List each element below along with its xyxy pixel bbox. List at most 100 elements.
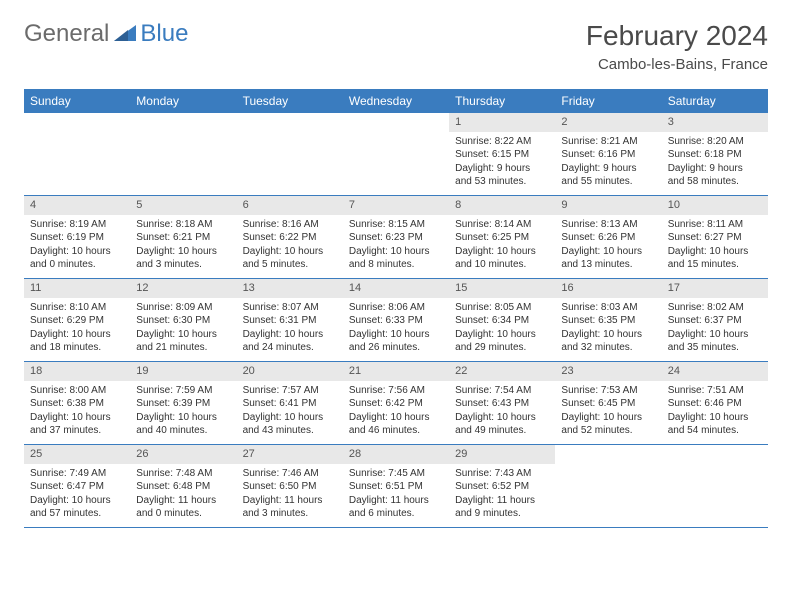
day-cell: 1Sunrise: 8:22 AMSunset: 6:15 PMDaylight… <box>449 113 555 195</box>
day-number: 17 <box>662 279 768 298</box>
day-info-line: Sunrise: 8:15 AM <box>349 218 443 232</box>
day-cell: 21Sunrise: 7:56 AMSunset: 6:42 PMDayligh… <box>343 362 449 444</box>
day-number: 7 <box>343 196 449 215</box>
calendar-grid: Sunday Monday Tuesday Wednesday Thursday… <box>24 89 768 528</box>
day-number: 6 <box>237 196 343 215</box>
day-info-line: Daylight: 10 hours and 15 minutes. <box>668 245 762 272</box>
day-info-line: Sunset: 6:29 PM <box>30 314 124 328</box>
day-number: 29 <box>449 445 555 464</box>
day-info-line: Sunrise: 8:02 AM <box>668 301 762 315</box>
day-cell: 8 Sunrise: 8:14 AMSunset: 6:25 PMDaylight… <box>449 196 555 278</box>
day-number: 15 <box>449 279 555 298</box>
day-info-line: Sunrise: 8:20 AM <box>668 135 762 149</box>
day-info-line: Sunset: 6:16 PM <box>561 148 655 162</box>
day-number <box>130 113 236 117</box>
day-info-line: Sunrise: 8:09 AM <box>136 301 230 315</box>
day-cell: 16Sunrise: 8:03 AMSunset: 6:35 PMDayligh… <box>555 279 661 361</box>
day-info-line: Sunset: 6:30 PM <box>136 314 230 328</box>
day-number: 14 <box>343 279 449 298</box>
day-cell: 27Sunrise: 7:46 AMSunset: 6:50 PMDayligh… <box>237 445 343 527</box>
day-info-line: Sunrise: 7:54 AM <box>455 384 549 398</box>
day-number <box>662 445 768 449</box>
day-info-line: Sunset: 6:42 PM <box>349 397 443 411</box>
week-row: 25Sunrise: 7:49 AMSunset: 6:47 PMDayligh… <box>24 445 768 528</box>
day-info-line: Sunset: 6:23 PM <box>349 231 443 245</box>
day-number: 11 <box>24 279 130 298</box>
day-cell <box>662 445 768 527</box>
day-cell <box>237 113 343 195</box>
day-info-line: Sunrise: 7:45 AM <box>349 467 443 481</box>
day-info-line: Sunset: 6:31 PM <box>243 314 337 328</box>
day-cell <box>130 113 236 195</box>
day-cell: 5Sunrise: 8:18 AMSunset: 6:21 PMDaylight… <box>130 196 236 278</box>
day-cell: 24 Sunrise: 7:51 AMSunset: 6:46 PMDayligh… <box>662 362 768 444</box>
day-info-line: Daylight: 10 hours and 8 minutes. <box>349 245 443 272</box>
day-info-line: Sunrise: 8:06 AM <box>349 301 443 315</box>
day-info-line: Daylight: 10 hours and 29 minutes. <box>455 328 549 355</box>
day-cell: 22Sunrise: 7:54 AMSunset: 6:43 PMDayligh… <box>449 362 555 444</box>
day-info-line: Sunrise: 8:14 AM <box>455 218 549 232</box>
day-number: 3 <box>662 113 768 132</box>
day-number: 1 <box>449 113 555 132</box>
day-number: 2 <box>555 113 661 132</box>
day-info-line: Daylight: 9 hours and 53 minutes. <box>455 162 549 189</box>
day-cell: 17Sunrise: 8:02 AMSunset: 6:37 PMDayligh… <box>662 279 768 361</box>
day-info-line: Sunset: 6:19 PM <box>30 231 124 245</box>
day-info-line: Sunset: 6:34 PM <box>455 314 549 328</box>
day-cell: 10Sunrise: 8:11 AMSunset: 6:27 PMDayligh… <box>662 196 768 278</box>
day-info-line: Daylight: 10 hours and 40 minutes. <box>136 411 230 438</box>
day-number: 16 <box>555 279 661 298</box>
day-header: Thursday <box>449 89 555 113</box>
day-info-line: Sunrise: 8:07 AM <box>243 301 337 315</box>
day-number <box>24 113 130 117</box>
day-number: 22 <box>449 362 555 381</box>
day-number: 12 <box>130 279 236 298</box>
day-cell: 26Sunrise: 7:48 AMSunset: 6:48 PMDayligh… <box>130 445 236 527</box>
day-number: 8 <box>449 196 555 215</box>
day-info-line: Sunrise: 7:57 AM <box>243 384 337 398</box>
day-number: 20 <box>237 362 343 381</box>
day-info-line: Sunset: 6:15 PM <box>455 148 549 162</box>
day-info-line: Sunset: 6:21 PM <box>136 231 230 245</box>
day-number: 24 <box>662 362 768 381</box>
day-number <box>343 113 449 117</box>
day-info-line: Sunset: 6:35 PM <box>561 314 655 328</box>
day-cell: 23Sunrise: 7:53 AMSunset: 6:45 PMDayligh… <box>555 362 661 444</box>
day-info-line: Sunset: 6:37 PM <box>668 314 762 328</box>
day-header: Monday <box>130 89 236 113</box>
day-info-line: Daylight: 11 hours and 9 minutes. <box>455 494 549 521</box>
day-number: 27 <box>237 445 343 464</box>
day-info-line: Sunset: 6:25 PM <box>455 231 549 245</box>
day-info-line: Sunset: 6:27 PM <box>668 231 762 245</box>
day-number: 23 <box>555 362 661 381</box>
day-info-line: Sunset: 6:39 PM <box>136 397 230 411</box>
day-info-line: Sunrise: 7:51 AM <box>668 384 762 398</box>
day-number: 25 <box>24 445 130 464</box>
day-cell <box>24 113 130 195</box>
day-header: Wednesday <box>343 89 449 113</box>
day-info-line: Sunset: 6:48 PM <box>136 480 230 494</box>
day-info-line: Daylight: 10 hours and 10 minutes. <box>455 245 549 272</box>
day-info-line: Daylight: 11 hours and 6 minutes. <box>349 494 443 521</box>
day-number <box>237 113 343 117</box>
day-info-line: Sunrise: 7:48 AM <box>136 467 230 481</box>
day-cell: 13Sunrise: 8:07 AMSunset: 6:31 PMDayligh… <box>237 279 343 361</box>
day-cell: 28Sunrise: 7:45 AMSunset: 6:51 PMDayligh… <box>343 445 449 527</box>
day-cell: 15Sunrise: 8:05 AMSunset: 6:34 PMDayligh… <box>449 279 555 361</box>
day-cell: 11Sunrise: 8:10 AMSunset: 6:29 PMDayligh… <box>24 279 130 361</box>
day-info-line: Sunrise: 7:53 AM <box>561 384 655 398</box>
day-info-line: Sunrise: 8:16 AM <box>243 218 337 232</box>
day-info-line: Daylight: 10 hours and 54 minutes. <box>668 411 762 438</box>
day-info-line: Daylight: 10 hours and 37 minutes. <box>30 411 124 438</box>
day-cell: 12Sunrise: 8:09 AMSunset: 6:30 PMDayligh… <box>130 279 236 361</box>
brand-text-gray: General <box>24 20 109 48</box>
day-header: Tuesday <box>237 89 343 113</box>
day-info-line: Sunrise: 7:56 AM <box>349 384 443 398</box>
day-info-line: Sunset: 6:46 PM <box>668 397 762 411</box>
day-info-line: Daylight: 10 hours and 49 minutes. <box>455 411 549 438</box>
day-info-line: Daylight: 10 hours and 18 minutes. <box>30 328 124 355</box>
day-info-line: Daylight: 10 hours and 0 minutes. <box>30 245 124 272</box>
day-info-line: Daylight: 10 hours and 46 minutes. <box>349 411 443 438</box>
day-info-line: Sunrise: 7:46 AM <box>243 467 337 481</box>
day-number: 28 <box>343 445 449 464</box>
